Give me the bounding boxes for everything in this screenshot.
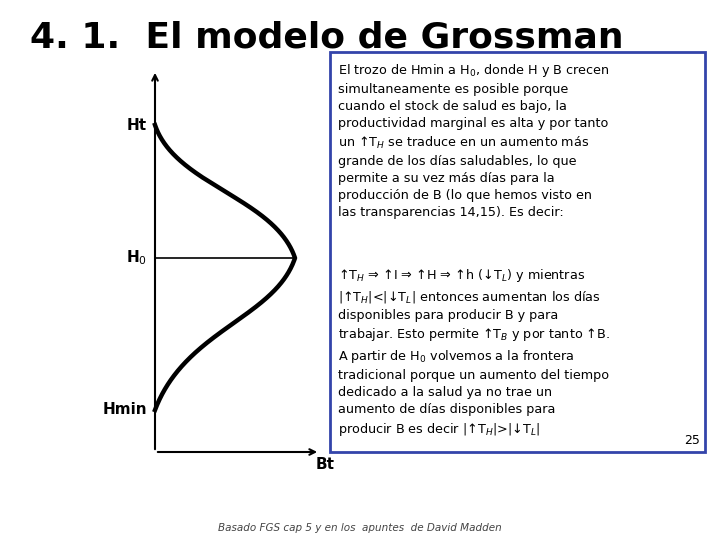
Text: ↑T$_H$ ⇒ ↑I ⇒ ↑H ⇒ ↑h (↓T$_L$) y mientras
|↑T$_H$|<|↓T$_L$| entonces aumentan lo: ↑T$_H$ ⇒ ↑I ⇒ ↑H ⇒ ↑h (↓T$_L$) y mientra… bbox=[338, 267, 610, 438]
Text: Basado FGS cap 5 y en los  apuntes  de David Madden: Basado FGS cap 5 y en los apuntes de Dav… bbox=[218, 523, 502, 533]
Text: El trozo de Hmin a H$_0$, donde H y B crecen
simultaneamente es posible porque
c: El trozo de Hmin a H$_0$, donde H y B cr… bbox=[338, 62, 610, 219]
Text: H$_0$: H$_0$ bbox=[126, 248, 147, 267]
Bar bbox=[330, 52, 705, 452]
Text: 25: 25 bbox=[684, 434, 700, 447]
Text: Hmin: Hmin bbox=[102, 402, 147, 417]
Text: 4. 1.  El modelo de Grossman: 4. 1. El modelo de Grossman bbox=[30, 21, 624, 55]
Text: Ht: Ht bbox=[127, 118, 147, 132]
Text: Bt: Bt bbox=[315, 457, 335, 472]
